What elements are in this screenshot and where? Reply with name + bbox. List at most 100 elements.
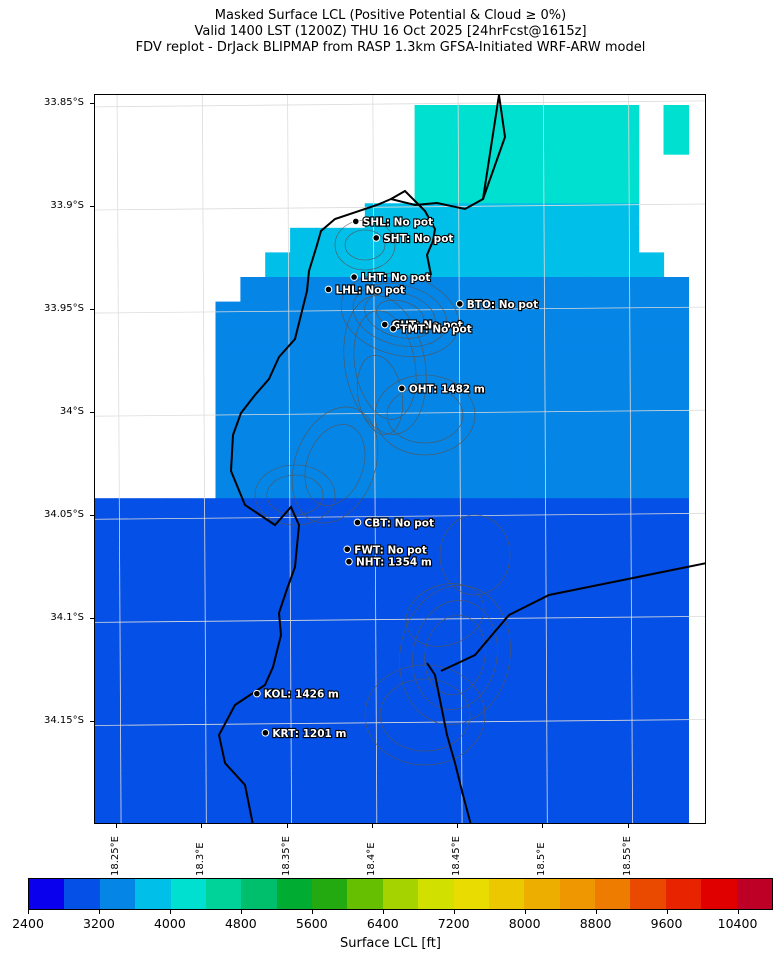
lcl-cell	[190, 621, 217, 647]
lcl-cell	[115, 817, 142, 823]
lcl-cell	[489, 473, 515, 499]
lcl-cell	[115, 719, 142, 745]
title-line-3: FDV replot - DrJack BLIPMAP from RASP 1.…	[135, 40, 646, 55]
contour-line	[439, 514, 511, 596]
lcl-cell	[414, 817, 441, 823]
lcl-cell	[190, 547, 217, 573]
lcl-cell	[564, 719, 590, 745]
lcl-cell	[389, 768, 416, 794]
lon-tick	[542, 824, 544, 828]
lcl-cell	[514, 129, 540, 155]
lcl-cell	[315, 694, 341, 721]
colorbar-segment	[595, 879, 631, 909]
contour-line	[254, 464, 336, 526]
lcl-cell	[539, 203, 565, 229]
colorbar-tick	[595, 910, 597, 914]
lcl-cell	[339, 498, 366, 524]
lcl-cell	[389, 498, 416, 524]
lcl-cell	[364, 621, 391, 647]
lcl-cell	[414, 350, 441, 376]
lcl-cell	[613, 301, 640, 327]
lcl-cell	[240, 350, 266, 376]
lcl-cell	[638, 277, 665, 303]
lcl-cell	[564, 522, 590, 548]
colorbar-tick	[737, 910, 739, 914]
lcl-cell	[140, 572, 167, 598]
lcl-cell	[364, 473, 391, 499]
lcl-cell	[315, 547, 341, 573]
lcl-cell	[539, 621, 565, 647]
lcl-cell	[414, 449, 441, 475]
map-panel[interactable]: SHL: No pot SHT: No pot LHT: No pot LHL: No…	[94, 94, 706, 824]
lcl-cell	[638, 301, 665, 327]
lcl-cell	[514, 547, 540, 573]
lcl-cell	[613, 277, 640, 303]
lcl-cell	[564, 744, 590, 770]
lcl-cell	[190, 670, 217, 696]
lat-tick	[90, 309, 94, 311]
lcl-cell	[215, 645, 241, 671]
lcl-cell	[613, 645, 640, 671]
lcl-cell	[414, 572, 441, 598]
lcl-cell	[95, 768, 117, 794]
lcl-cell	[439, 277, 465, 303]
lcl-cell	[613, 178, 640, 204]
contour-line	[352, 283, 448, 347]
lcl-cell	[95, 621, 117, 647]
lcl-cell	[439, 547, 465, 573]
lcl-cell	[489, 350, 515, 376]
lcl-cell	[439, 817, 465, 823]
lcl-cell	[265, 350, 291, 376]
station-marker	[351, 217, 360, 226]
lcl-cell	[215, 326, 241, 352]
lcl-cell	[364, 547, 391, 573]
lcl-cell	[613, 154, 640, 180]
parallel-line	[95, 306, 705, 314]
colorbar-tick-label: 4000	[153, 916, 186, 931]
lcl-cell	[663, 817, 689, 823]
lcl-cell	[439, 154, 465, 180]
lcl-cell	[115, 768, 142, 794]
lcl-cell	[165, 694, 192, 721]
lon-tick	[627, 824, 629, 828]
station-label: SHL: No pot	[363, 216, 433, 228]
lcl-cell	[663, 375, 689, 401]
lcl-cell	[663, 449, 689, 475]
lcl-cell	[464, 744, 490, 770]
station-label: GUT: No pot	[392, 320, 463, 332]
lcl-cell	[613, 744, 640, 770]
lcl-cell	[514, 572, 540, 598]
lcl-cell	[588, 203, 615, 229]
lcl-cell	[414, 424, 441, 450]
lcl-cell	[95, 694, 117, 721]
lcl-cell	[613, 252, 640, 278]
lcl-cell	[339, 449, 366, 475]
lcl-cell	[115, 547, 142, 573]
lcl-cell	[439, 424, 465, 450]
lcl-cell	[215, 399, 241, 426]
lcl-cell	[638, 449, 665, 475]
lcl-cell	[588, 817, 615, 823]
colorbar-segment	[241, 879, 277, 909]
lcl-cell	[564, 105, 590, 131]
lcl-cell	[588, 326, 615, 352]
lcl-cell	[588, 399, 615, 426]
lcl-cell	[489, 744, 515, 770]
lat-tick	[90, 618, 94, 620]
lcl-cell	[389, 645, 416, 671]
lon-tick	[286, 824, 288, 828]
lcl-cell	[464, 572, 490, 598]
lcl-cell	[514, 301, 540, 327]
lcl-cell	[165, 645, 192, 671]
lcl-cell	[215, 621, 241, 647]
lcl-cell	[439, 178, 465, 204]
lcl-cell	[439, 326, 465, 352]
contour-line	[386, 386, 464, 444]
parallel-line	[95, 719, 705, 726]
lcl-cell	[389, 572, 416, 598]
lcl-cell	[613, 424, 640, 450]
lcl-cell	[95, 645, 117, 671]
lcl-cell	[514, 449, 540, 475]
lcl-cell	[514, 154, 540, 180]
lcl-cell	[514, 203, 540, 229]
